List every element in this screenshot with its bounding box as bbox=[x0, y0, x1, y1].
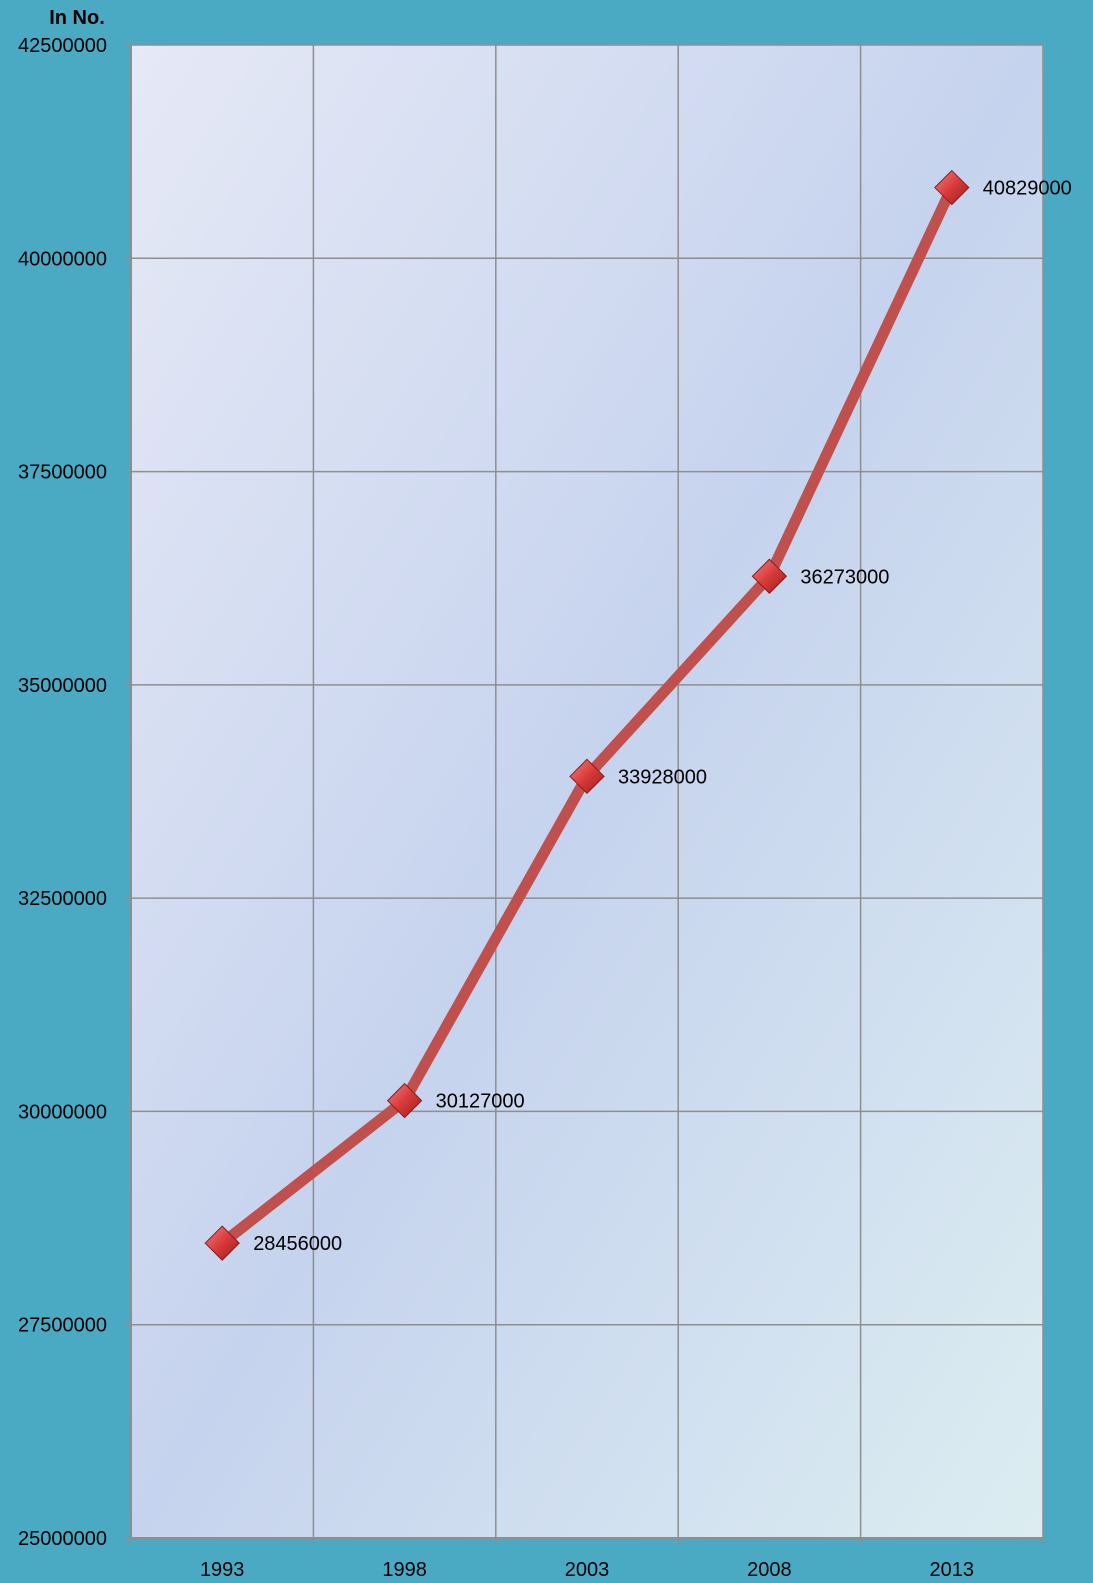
x-tick-label: 1993 bbox=[200, 1559, 245, 1581]
x-axis-ticks: 1993 1998 2003 2008 2013 bbox=[200, 1559, 974, 1581]
y-tick-label: 35000000 bbox=[18, 675, 107, 697]
y-tick-label: 40000000 bbox=[18, 248, 107, 270]
data-point-marker bbox=[204, 1225, 240, 1261]
data-label: 28456000 bbox=[253, 1233, 342, 1255]
x-tick-label: 2008 bbox=[747, 1559, 792, 1581]
data-point-marker bbox=[386, 1082, 423, 1119]
series bbox=[204, 169, 970, 1261]
data-label: 36273000 bbox=[800, 566, 889, 588]
x-tick-label: 2013 bbox=[930, 1559, 975, 1581]
y-tick-label: 37500000 bbox=[18, 462, 107, 484]
y-tick-label: 25000000 bbox=[18, 1528, 107, 1550]
data-labels: 28456000 30127000 33928000 36273000 40829000 bbox=[253, 178, 1072, 1256]
y-axis-ticks: 25000000 27500000 30000000 32500000 35000000… bbox=[18, 35, 107, 1550]
data-label: 40829000 bbox=[983, 178, 1072, 200]
data-label: 30127000 bbox=[436, 1091, 525, 1113]
data-point-marker bbox=[569, 758, 605, 795]
data-point-marker bbox=[934, 169, 970, 206]
data-label: 33928000 bbox=[618, 766, 707, 788]
y-tick-label: 32500000 bbox=[18, 888, 107, 910]
y-tick-label: 42500000 bbox=[18, 35, 107, 57]
data-point-marker bbox=[751, 558, 788, 594]
x-tick-label: 2003 bbox=[565, 1559, 610, 1581]
y-axis-label: In No. bbox=[49, 7, 105, 29]
x-tick-label: 1998 bbox=[382, 1559, 427, 1581]
axes bbox=[125, 44, 1044, 1544]
y-tick-label: 30000000 bbox=[18, 1101, 107, 1123]
y-tick-label: 27500000 bbox=[18, 1315, 107, 1337]
